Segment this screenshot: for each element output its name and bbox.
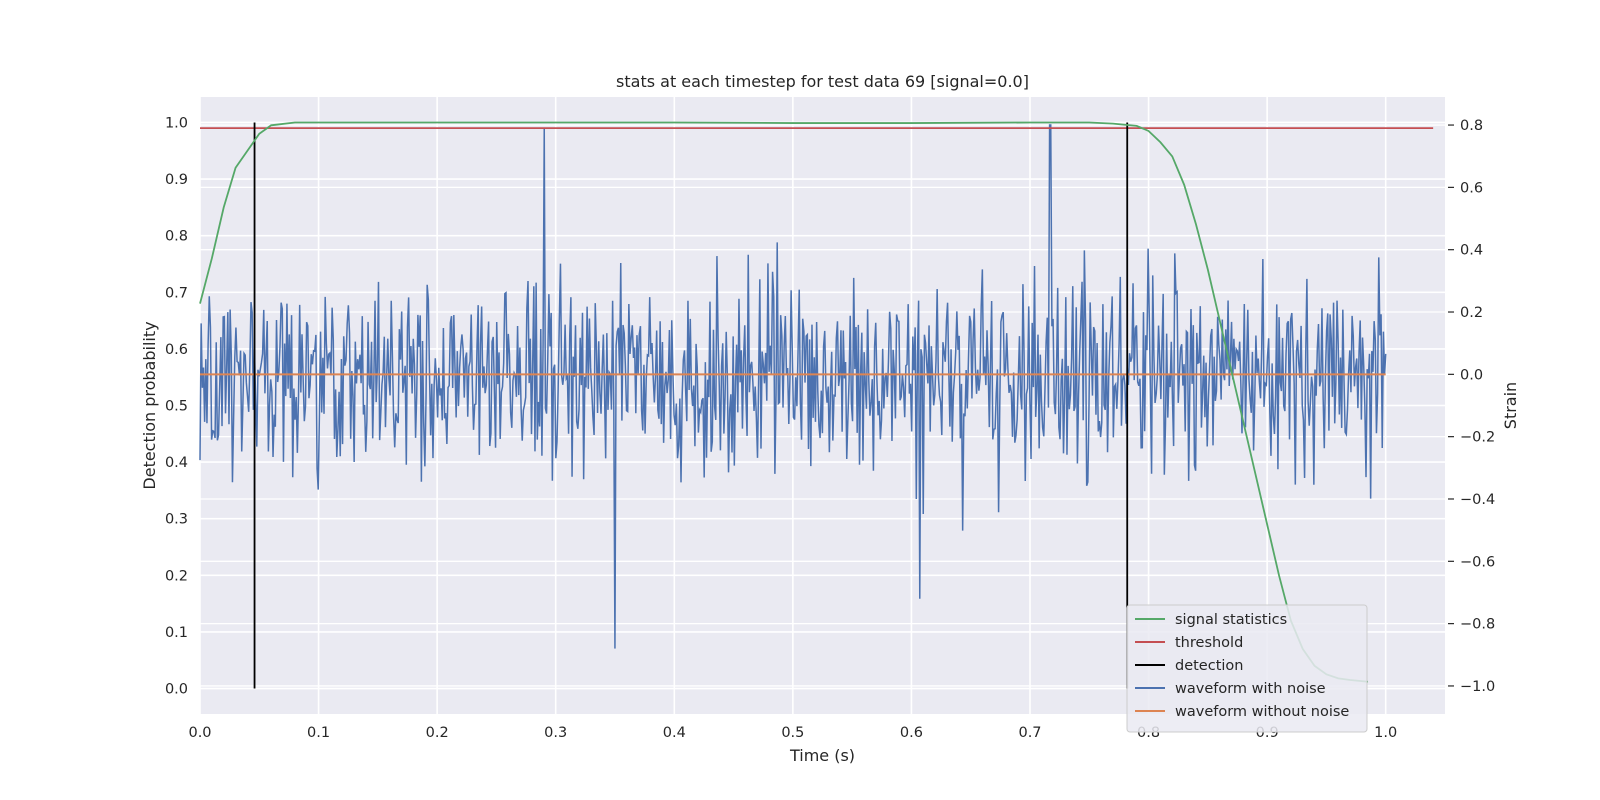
x-tick-label: 0.4 bbox=[663, 725, 686, 741]
right-y-tick-label: −0.2 bbox=[1460, 430, 1495, 446]
x-tick-label: 0.7 bbox=[1018, 725, 1041, 741]
left-y-tick-labels: 0.0 0.1 0.2 0.3 0.4 0.5 0.6 0.7 0.8 0.9 1.0 bbox=[165, 115, 188, 697]
right-y-tick-labels: −1.0 −0.8 −0.6 −0.4 −0.2 0.0 0.2 0.4 0.6 0.8 bbox=[1448, 118, 1495, 695]
left-y-tick-label: 0.0 bbox=[165, 682, 188, 698]
right-y-tick-label: −0.8 bbox=[1460, 617, 1495, 633]
left-y-tick-label: 0.7 bbox=[165, 285, 188, 301]
chart-title: stats at each timestep for test data 69 … bbox=[616, 72, 1029, 91]
left-y-tick-label: 0.1 bbox=[165, 625, 188, 641]
left-y-tick-label: 0.6 bbox=[165, 342, 188, 358]
right-y-tick-label: 0.6 bbox=[1460, 180, 1483, 196]
right-y-tick-label: −1.0 bbox=[1460, 679, 1495, 695]
right-y-axis-label: Strain bbox=[1501, 382, 1520, 429]
legend-box bbox=[1126, 604, 1368, 733]
x-tick-label: 0.2 bbox=[426, 725, 449, 741]
left-y-axis-label: Detection probability bbox=[140, 321, 159, 489]
left-y-tick-label: 1.0 bbox=[165, 115, 188, 131]
right-y-tick-label: 0.2 bbox=[1460, 305, 1483, 321]
right-y-tick-label: 0.0 bbox=[1460, 367, 1483, 383]
right-y-tick-label: 0.4 bbox=[1460, 243, 1483, 259]
legend-label: signal statistics bbox=[1175, 612, 1287, 628]
x-tick-labels: 0.0 0.1 0.2 0.3 0.4 0.5 0.6 0.7 0.8 0.9 1.0 bbox=[188, 725, 1397, 741]
legend-label: detection bbox=[1175, 658, 1243, 674]
left-y-tick-label: 0.2 bbox=[165, 568, 188, 584]
left-y-tick-label: 0.3 bbox=[165, 512, 188, 528]
x-tick-label: 1.0 bbox=[1374, 725, 1397, 741]
x-tick-label: 0.3 bbox=[544, 725, 567, 741]
right-y-tick-label: −0.4 bbox=[1460, 492, 1495, 508]
series-waveform-with-noise bbox=[199, 124, 1387, 649]
right-y-tick-label: −0.6 bbox=[1460, 554, 1495, 570]
x-tick-label: 0.5 bbox=[781, 725, 804, 741]
legend: signal statistics threshold detection wavef… bbox=[1126, 604, 1368, 733]
left-y-tick-label: 0.8 bbox=[165, 229, 188, 245]
legend-label: waveform without noise bbox=[1175, 704, 1349, 720]
x-tick-label: 0.6 bbox=[900, 725, 923, 741]
left-y-tick-label: 0.5 bbox=[165, 399, 188, 415]
legend-label: threshold bbox=[1175, 635, 1243, 651]
x-axis-label: Time (s) bbox=[789, 746, 855, 765]
x-tick-label: 0.1 bbox=[307, 725, 330, 741]
right-y-tick-label: 0.8 bbox=[1460, 118, 1483, 134]
x-tick-label: 0.0 bbox=[188, 725, 211, 741]
legend-label: waveform with noise bbox=[1175, 681, 1326, 697]
left-y-tick-label: 0.4 bbox=[165, 455, 188, 471]
left-y-tick-label: 0.9 bbox=[165, 172, 188, 188]
